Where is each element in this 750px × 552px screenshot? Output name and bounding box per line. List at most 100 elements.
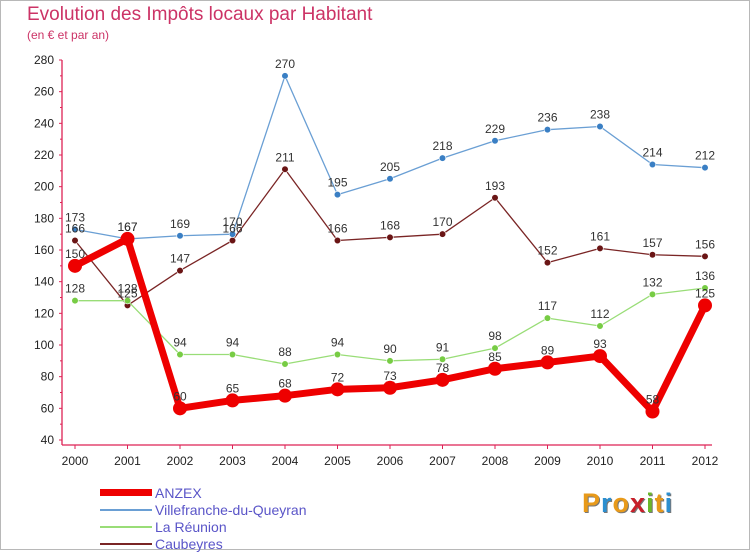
- series-line: [74, 75, 706, 240]
- data-label: 218: [432, 139, 452, 153]
- x-tick-label: 2007: [429, 454, 456, 468]
- legend-swatch: [100, 489, 152, 496]
- data-point: [281, 360, 289, 368]
- x-tick-label: 2006: [377, 454, 404, 468]
- data-point: [123, 297, 132, 305]
- data-point: [281, 72, 289, 80]
- data-label: 73: [383, 369, 397, 383]
- data-label: 169: [170, 217, 190, 231]
- legend-swatch: [100, 525, 152, 528]
- data-point: [176, 232, 184, 240]
- logo-letter: P: [582, 488, 602, 518]
- data-label: 91: [436, 340, 450, 354]
- data-label: 88: [278, 345, 292, 359]
- y-tick-label: 280: [34, 53, 54, 67]
- data-point: [228, 236, 237, 245]
- legend-swatch: [100, 508, 152, 511]
- y-tick-label: 240: [34, 116, 54, 130]
- logo-letter: i: [646, 488, 655, 518]
- data-point: [333, 190, 342, 199]
- data-point: [333, 236, 342, 245]
- data-label: 214: [642, 146, 662, 160]
- data-label: 166: [222, 222, 242, 236]
- y-tick-label: 200: [34, 180, 54, 194]
- legend-item: ANZEX: [100, 484, 307, 501]
- data-point: [596, 122, 604, 131]
- data-label: 238: [590, 108, 610, 122]
- data-label: 89: [541, 343, 555, 357]
- data-label: 125: [117, 286, 137, 300]
- data-label: 128: [65, 282, 85, 296]
- data-point: [543, 314, 552, 322]
- data-point: [330, 382, 345, 397]
- series-anzex: [68, 231, 712, 419]
- x-tick-label: 2002: [167, 454, 194, 468]
- x-tick-label: 2003: [219, 454, 246, 468]
- data-point: [540, 355, 555, 370]
- x-tick-label: 2001: [114, 454, 141, 468]
- data-point: [438, 230, 447, 238]
- data-point: [333, 350, 342, 359]
- data-label: 85: [488, 350, 502, 364]
- x-tick-label: 2008: [482, 454, 509, 468]
- data-label: 205: [380, 160, 400, 174]
- data-point: [176, 266, 184, 275]
- data-point: [648, 290, 657, 298]
- x-tick-label: 2004: [272, 454, 299, 468]
- chart-subtitle: (en € et par an): [27, 28, 110, 42]
- data-label: 166: [65, 222, 85, 236]
- data-label: 98: [488, 329, 502, 343]
- data-label: 270: [275, 57, 295, 71]
- x-tick-label: 2000: [62, 454, 89, 468]
- data-point: [281, 165, 289, 173]
- logo-letter: o: [612, 488, 631, 518]
- chart-title: Evolution des Impôts locaux par Habitant: [27, 4, 373, 25]
- data-label: 156: [695, 237, 715, 251]
- data-label: 167: [117, 220, 137, 234]
- data-label: 94: [331, 336, 345, 350]
- legend-label: ANZEX: [155, 484, 202, 501]
- y-tick-label: 120: [34, 306, 54, 320]
- data-point: [71, 236, 79, 245]
- data-label: 78: [436, 361, 450, 375]
- data-point: [225, 393, 240, 408]
- data-point: [438, 355, 447, 363]
- series-caubeyres: [71, 165, 709, 310]
- data-label: 166: [327, 222, 347, 236]
- data-label: 150: [65, 247, 85, 261]
- legend-item: Caubeyres: [100, 535, 307, 552]
- x-tick-label: 2012: [692, 454, 719, 468]
- data-label: 236: [537, 111, 557, 125]
- data-point: [648, 251, 657, 259]
- y-tick-label: 260: [34, 85, 54, 99]
- data-label: 125: [695, 286, 715, 300]
- data-point: [701, 164, 709, 172]
- x-tick-label: 2009: [534, 454, 561, 468]
- data-label: 211: [275, 150, 294, 164]
- x-tick-label: 2005: [324, 454, 351, 468]
- data-point: [386, 233, 394, 241]
- series-villefranche-du-queyran: [71, 72, 709, 243]
- y-tick-label: 140: [34, 275, 54, 289]
- data-label: 147: [170, 252, 190, 266]
- data-label: 94: [173, 336, 187, 350]
- data-label: 72: [331, 370, 345, 384]
- data-label: 94: [226, 336, 240, 350]
- data-label: 168: [380, 218, 400, 232]
- data-point: [386, 357, 394, 365]
- legend-swatch: [100, 542, 152, 545]
- data-point: [701, 252, 709, 260]
- line-chart: 40 60 80 100 120 140 160 180 200 220 240 260 280 2000…: [34, 53, 719, 468]
- y-tick-label: 180: [34, 211, 54, 225]
- data-point: [593, 349, 607, 364]
- data-label: 170: [432, 215, 452, 229]
- y-tick-label: 160: [34, 243, 54, 257]
- data-point: [596, 322, 604, 330]
- data-point: [228, 230, 237, 238]
- data-point: [383, 380, 397, 395]
- data-label: 58: [646, 393, 660, 407]
- data-label: 136: [695, 269, 715, 283]
- data-label: 90: [383, 342, 397, 356]
- data-point: [438, 154, 447, 162]
